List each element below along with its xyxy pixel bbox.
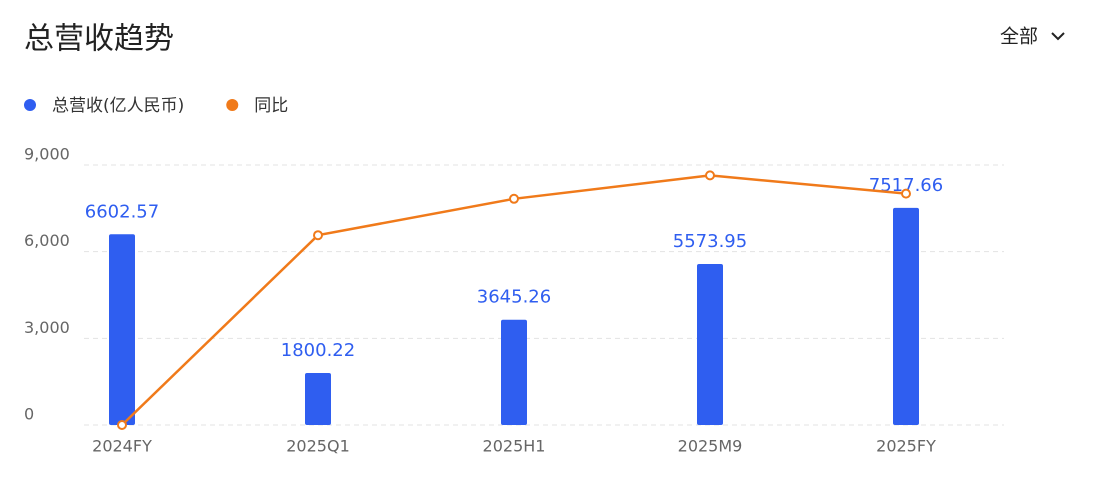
filter-dropdown[interactable]: 全部 bbox=[1000, 26, 1065, 48]
bar bbox=[893, 207, 919, 425]
bar bbox=[697, 263, 723, 425]
x-tick-label: 2025M9 bbox=[678, 437, 743, 456]
value-label: 3645.26 bbox=[477, 287, 551, 308]
value-label: 6602.57 bbox=[85, 201, 159, 222]
y-tick-label: 9,000 bbox=[24, 145, 70, 164]
bar bbox=[501, 319, 527, 425]
value-label: 1800.22 bbox=[281, 340, 355, 361]
y-tick-label: 0 bbox=[24, 405, 34, 424]
legend-marker bbox=[226, 99, 239, 111]
line-point bbox=[117, 420, 127, 430]
dropdown-arrow[interactable] bbox=[1051, 32, 1065, 41]
x-tick-label: 2025H1 bbox=[483, 437, 546, 456]
value-label: 5573.95 bbox=[673, 231, 747, 252]
x-tick-label: 2025Q1 bbox=[286, 437, 350, 456]
line-point bbox=[705, 170, 715, 181]
y-tick-label: 3,000 bbox=[24, 318, 70, 337]
x-tick-label: 2025FY bbox=[876, 437, 936, 456]
line-point bbox=[901, 188, 911, 199]
value-label: 7517.66 bbox=[869, 175, 943, 196]
legend-label: 总营收(亿人民币) bbox=[52, 96, 184, 116]
line-point bbox=[313, 230, 323, 241]
bar bbox=[109, 234, 135, 425]
filter-label[interactable]: 全部 bbox=[1000, 26, 1038, 48]
line-point bbox=[509, 193, 519, 204]
legend-label: 同比 bbox=[254, 96, 288, 116]
bar bbox=[305, 372, 331, 425]
y-tick-label: 6,000 bbox=[24, 231, 70, 250]
chart-title: 总营收趋势 bbox=[24, 22, 174, 57]
x-tick-label: 2024FY bbox=[92, 437, 152, 456]
legend-marker bbox=[24, 99, 36, 111]
